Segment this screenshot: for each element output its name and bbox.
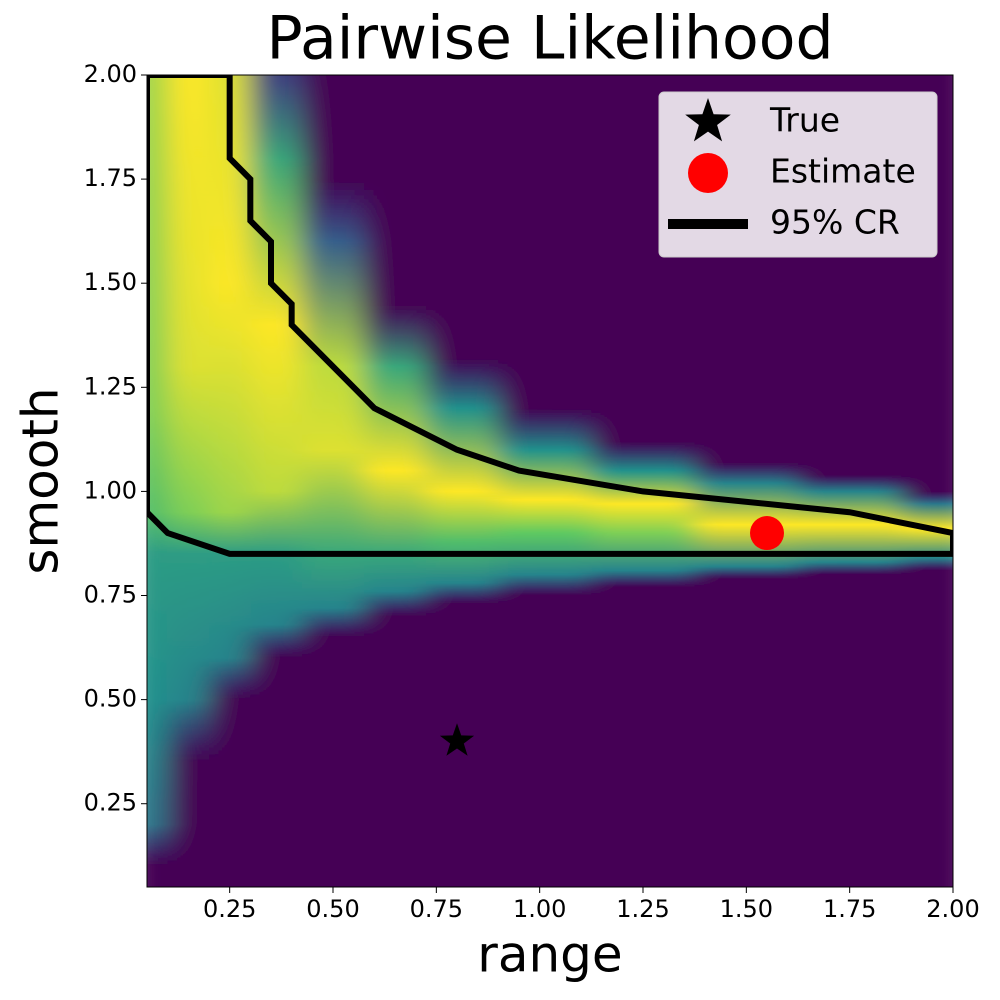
y-tick-label: 1.00 <box>84 476 137 504</box>
y-tick-label: 0.50 <box>84 685 137 713</box>
legend-label: 95% CR <box>770 203 900 242</box>
heatmap-column <box>209 75 251 887</box>
x-tick-label: 1.75 <box>823 895 876 923</box>
y-axis-label: smooth <box>12 387 70 574</box>
x-tick-label: 0.25 <box>203 895 256 923</box>
x-tick-label: 0.50 <box>306 895 359 923</box>
legend-box <box>658 91 938 258</box>
heatmap-column <box>302 75 364 887</box>
legend-label: True <box>769 101 840 140</box>
heatmap-column <box>364 75 426 887</box>
x-tick-label: 1.00 <box>513 895 566 923</box>
heatmap-column <box>167 75 209 887</box>
y-tick-label: 2.00 <box>84 60 137 88</box>
x-tick-label: 1.25 <box>616 895 669 923</box>
legend-marker <box>688 153 728 193</box>
estimate-point <box>750 516 784 551</box>
heatmap-column <box>426 75 499 887</box>
x-tick-label: 0.75 <box>410 895 463 923</box>
y-tick-label: 1.50 <box>84 268 137 296</box>
legend-marker <box>685 98 731 142</box>
heatmap-column <box>147 75 168 887</box>
legend: True Estimate 95% CR <box>658 91 938 258</box>
legend-label: Estimate <box>770 152 916 191</box>
true-point <box>439 723 475 756</box>
plot-overlay: 0.25 0.50 0.75 1.00 1.25 1.50 1.75 2.00 0.25 0.50… <box>84 60 980 923</box>
y-tick-label: 1.25 <box>84 372 137 400</box>
credible-region <box>147 75 953 557</box>
chart-title: Pairwise Likelihood <box>266 4 833 74</box>
x-tick-label: 2.00 <box>926 895 979 923</box>
y-tick-label: 0.75 <box>84 581 137 609</box>
y-tick-label: 1.75 <box>84 164 137 192</box>
y-tick-label: 0.25 <box>84 789 137 817</box>
plot-marks <box>147 75 953 557</box>
heatmap-column <box>250 75 302 887</box>
x-tick-label: 1.50 <box>720 895 773 923</box>
x-axis-label: range <box>477 926 622 984</box>
